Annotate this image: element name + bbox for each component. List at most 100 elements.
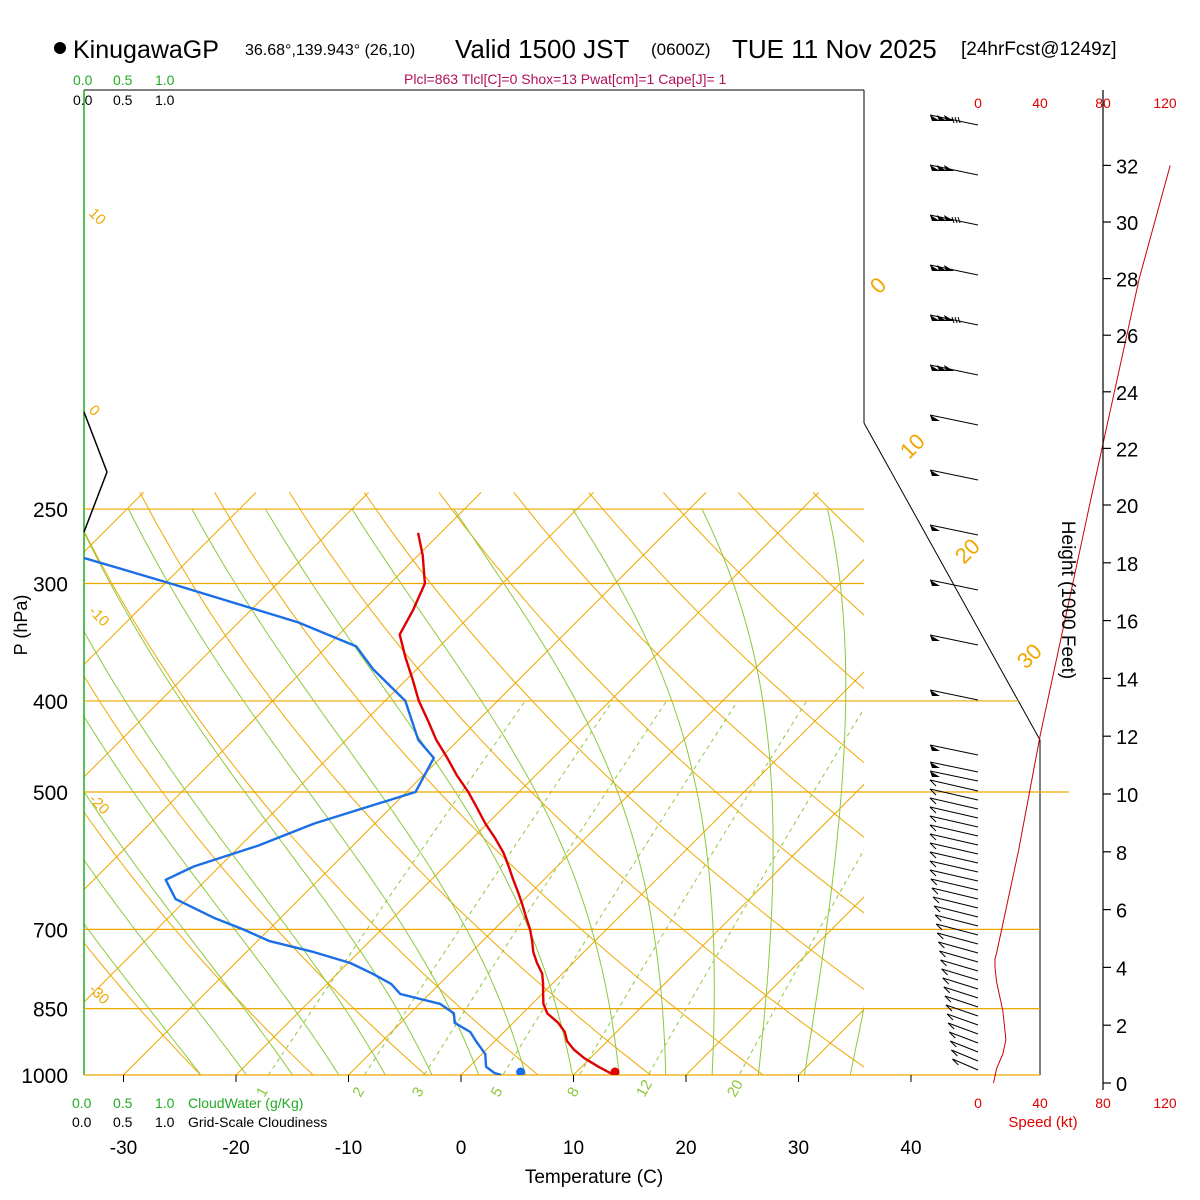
- wind-barb-staff: [951, 1049, 979, 1062]
- isotherm-line: [347, 558, 864, 1075]
- temperature-tick-label: -30: [110, 1138, 137, 1159]
- wind-barb-feather: [954, 316, 958, 324]
- isotherm-line: [84, 492, 369, 778]
- mixing-ratio-label: 20: [724, 1077, 747, 1100]
- station-name: KinugawaGP: [73, 36, 219, 64]
- cloudiness-scale-0: 0.0: [73, 92, 93, 108]
- wind-barb: [936, 932, 979, 945]
- wind-barb-staff: [929, 851, 979, 864]
- wind-barb-pennant: [930, 771, 940, 777]
- wind-barb: [944, 995, 979, 1008]
- y-axis-title: P (hPa): [11, 595, 31, 656]
- moist-adiabat: [351, 508, 620, 1075]
- wind-barb: [929, 634, 979, 646]
- height-tick-label: 0: [1116, 1074, 1127, 1096]
- wind-barb: [929, 524, 979, 536]
- surface-temperature-marker: [610, 1067, 620, 1075]
- wind-barb: [931, 887, 979, 900]
- wind-barb-pennant: [937, 265, 947, 271]
- wind-barb-feather: [954, 116, 958, 124]
- pressure-tick-label: 700: [33, 919, 68, 942]
- wind-barb-feather: [946, 1013, 954, 1021]
- dewpoint-trace: [84, 556, 502, 1075]
- isotherm-line: [572, 783, 864, 1075]
- wind-barb-feather: [929, 824, 937, 832]
- isotherm-label: 10: [895, 429, 930, 464]
- wind-barb-pennant: [930, 762, 940, 768]
- utc-time: (0600Z): [651, 40, 711, 59]
- wind-barbs: [929, 114, 979, 1071]
- wind-barb-feather: [939, 950, 946, 958]
- height-tick-label: 28: [1116, 270, 1138, 292]
- speed-tick-top-0: 0: [974, 95, 982, 111]
- wind-speed-line: [993, 165, 1171, 1084]
- cloud-water-scale-2: 1.0: [155, 72, 175, 88]
- wind-barb: [935, 923, 979, 936]
- mixing-ratio-line: [502, 700, 739, 1075]
- pressure-tick-label: 1000: [21, 1065, 68, 1088]
- isotherm-label: 30: [1012, 639, 1047, 674]
- wind-barb-staff: [929, 833, 979, 846]
- dry-adiabat: [513, 492, 864, 838]
- isotherm-line: [1004, 492, 1200, 1095]
- height-tick-label: 4: [1116, 958, 1127, 980]
- speed-tick-top-1: 40: [1032, 95, 1048, 111]
- moist-adiabat: [128, 508, 480, 1075]
- wind-barb: [947, 1022, 979, 1035]
- temperature-axis: -30 -20 -10 0 10 20 30 40: [110, 1075, 922, 1159]
- wind-barb: [938, 941, 979, 954]
- isotherm-label: -20: [85, 791, 112, 818]
- wind-barb: [929, 761, 979, 773]
- wind-barb-pennant: [930, 165, 940, 171]
- sounding-traces: [84, 532, 620, 1075]
- wind-barb-feather: [929, 779, 937, 787]
- wind-barb-staff: [936, 923, 979, 936]
- height-tick-label: 12: [1116, 727, 1138, 749]
- wind-barb-staff: [929, 869, 979, 882]
- wind-barb: [945, 1004, 979, 1017]
- wind-barb: [929, 164, 979, 176]
- pressure-tick-label: 400: [33, 691, 68, 714]
- dry-adiabat: [84, 811, 314, 1075]
- isotherm-label: -30: [85, 981, 112, 1008]
- wind-barb-staff: [945, 1004, 979, 1017]
- wind-barb-staff: [930, 878, 979, 891]
- wind-barb-staff: [935, 914, 979, 927]
- moist-adiabat: [84, 715, 340, 1075]
- mixing-ratio-line: [578, 700, 808, 1075]
- wind-barb-feather: [936, 932, 944, 940]
- surface-dewpoint-marker: [516, 1067, 526, 1075]
- wind-barb: [929, 744, 979, 756]
- x-axis-title: Temperature (C): [525, 1167, 663, 1188]
- wind-barb-feather: [949, 1040, 957, 1048]
- wind-barb-pennant: [930, 265, 940, 271]
- wind-barb-staff: [929, 815, 979, 828]
- wind-barb-staff: [931, 887, 979, 900]
- height-tick-label: 2: [1116, 1016, 1127, 1038]
- height-tick-label: 16: [1116, 612, 1138, 634]
- wind-barb: [929, 214, 979, 226]
- speed-tick-bottom-3: 120: [1153, 1095, 1177, 1111]
- height-tick-label: 24: [1116, 383, 1138, 405]
- wind-barb: [929, 469, 979, 481]
- cloud-water-bottom-0: 0.0: [72, 1095, 92, 1111]
- wind-barb: [951, 1049, 979, 1062]
- dry-adiabat: [438, 492, 864, 914]
- mixing-ratio-line: [738, 848, 864, 1075]
- wind-barb-staff: [929, 779, 979, 792]
- temperature-tick-label: 10: [563, 1138, 584, 1159]
- isotherm-line: [84, 492, 594, 1003]
- wind-barb-feather: [948, 1031, 956, 1039]
- cloudiness-scale-1: 0.5: [113, 92, 133, 108]
- speed-tick-bottom-0: 0: [974, 1095, 982, 1111]
- isotherm-line: [0, 492, 31, 1095]
- wind-barb-pennant: [930, 690, 940, 696]
- mixing-ratio-label: 5: [488, 1084, 507, 1100]
- wind-barb-feather: [933, 905, 941, 913]
- wind-barb-feather: [951, 1049, 958, 1057]
- pressure-tick-label: 300: [33, 573, 68, 596]
- wind-barb-feather: [954, 216, 958, 224]
- cloudiness-bottom-1: 0.5: [113, 1114, 133, 1130]
- forecast-date: TUE 11 Nov 2025: [732, 34, 937, 64]
